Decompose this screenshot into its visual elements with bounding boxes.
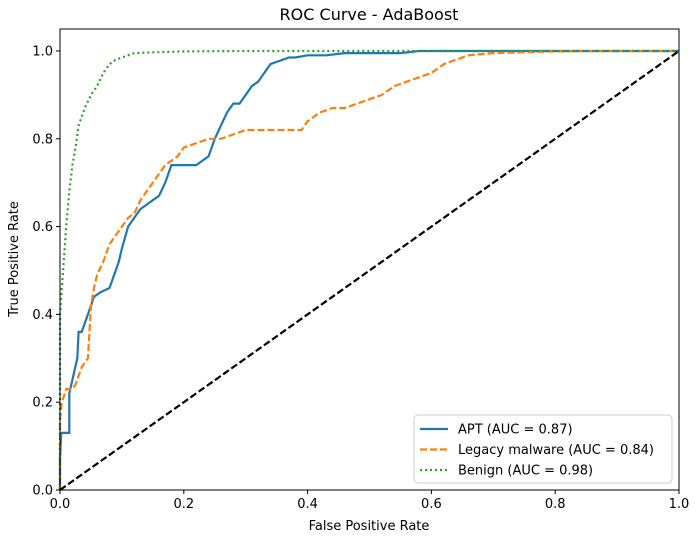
x-tick-label: 0.2 [173,497,194,512]
legend-label: Benign (AUC = 0.98) [458,464,593,479]
series-line-1 [58,49,679,490]
x-tick-label: 0.8 [545,497,566,512]
legend-items: APT (AUC = 0.87) Legacy malware (AUC = 0.… [420,423,654,479]
x-axis-label: False Positive Rate [309,519,430,534]
x-tick-label: 0.0 [50,497,71,512]
x-tick-label: 0.4 [297,497,318,512]
legend-box [413,414,673,484]
y-tick-label: 0.0 [32,484,53,499]
y-tick-label: 0.8 [32,132,53,147]
y-tick-label: 1.0 [32,44,53,59]
plot-frame [59,28,680,491]
series-line-2 [58,49,679,490]
y-axis-ticks: 0.0 0.2 0.4 0.6 0.8 1.0 [32,44,60,499]
x-tick-label: 1.0 [669,497,690,512]
x-axis-ticks: 0.0 0.2 0.4 0.6 0.8 1.0 [50,490,690,512]
chance-diagonal-line [59,50,680,491]
x-tick-label: 0.6 [421,497,442,512]
legend-label: APT (AUC = 0.87) [458,423,573,438]
y-tick-label: 0.2 [32,396,53,411]
legend: APT (AUC = 0.87) Legacy malware (AUC = 0.… [413,414,673,484]
y-tick-label: 0.6 [32,220,53,235]
y-axis-label: True Positive Rate [7,201,22,318]
legend-label: Legacy malware (AUC = 0.84) [458,443,654,458]
chart-title: ROC Curve - AdaBoost [280,5,459,24]
y-tick-label: 0.4 [32,308,53,323]
plot-area [58,28,680,491]
series-lines [58,49,680,491]
